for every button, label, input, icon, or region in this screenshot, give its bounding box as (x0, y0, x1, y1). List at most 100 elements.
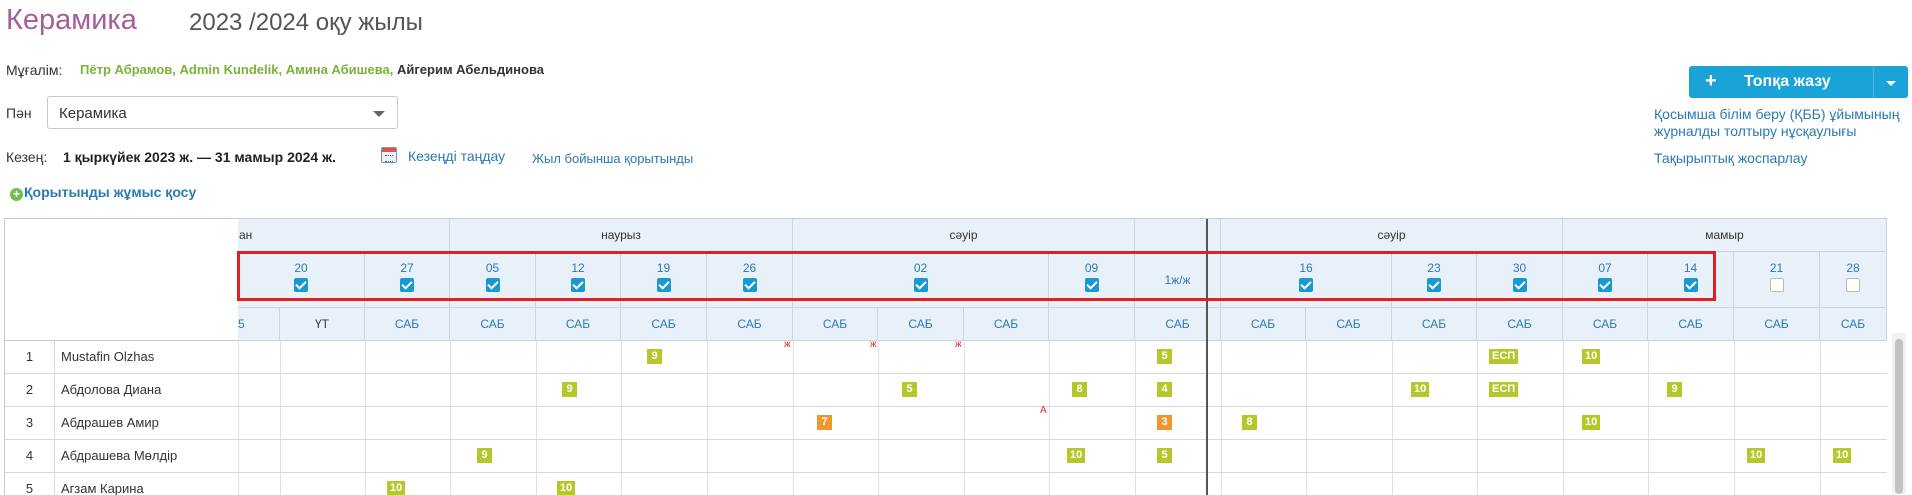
vertical-scrollbar[interactable] (1892, 333, 1906, 494)
grade-cell-border (1648, 473, 1649, 495)
date-checkbox[interactable] (485, 278, 500, 292)
date-header[interactable]: 21 (1734, 252, 1820, 307)
student-name[interactable]: Mustafin Olzhas (61, 349, 155, 364)
grade-badge[interactable]: 5 (1157, 448, 1172, 463)
row-number: 2 (5, 374, 55, 406)
date-header[interactable]: 23 (1392, 252, 1477, 307)
scrollbar-thumb[interactable] (1895, 339, 1903, 494)
grade-badge[interactable]: 10 (1747, 448, 1766, 463)
grade-badge[interactable]: 7 (817, 415, 832, 430)
lesson-type: САБ (1306, 308, 1392, 340)
date-checkbox[interactable] (1512, 278, 1527, 292)
date-checkbox[interactable] (400, 278, 414, 292)
grade-cell-border (1392, 473, 1393, 495)
grade-badge[interactable]: 9 (562, 382, 577, 397)
grade-badge[interactable]: ЕСП (1489, 382, 1519, 397)
grade-cell-border (280, 440, 281, 472)
year-summary-link[interactable]: Жыл бойынша қорытынды (532, 151, 694, 166)
grade-cell-border (878, 374, 879, 406)
caret-down-icon[interactable] (1886, 81, 1896, 86)
grade-badge[interactable]: 8 (1242, 415, 1257, 430)
date-label: 02 (913, 261, 928, 275)
select-period-link[interactable]: Кезеңді таңдау (408, 148, 506, 164)
date-checkbox[interactable] (1084, 278, 1099, 292)
date-checkbox[interactable] (1846, 278, 1860, 292)
date-checkbox[interactable] (294, 278, 308, 292)
date-header[interactable]: 05 (450, 252, 536, 307)
date-checkbox[interactable] (913, 278, 928, 292)
date-checkbox[interactable] (656, 278, 671, 292)
lesson-type: САБ (1221, 308, 1306, 340)
grade-badge[interactable]: 5 (902, 382, 917, 397)
date-checkbox[interactable] (1299, 278, 1313, 292)
grade-cell-border (707, 407, 708, 439)
date-header[interactable]: 07 (1563, 252, 1648, 307)
grade-cell-border (238, 341, 239, 373)
add-summary-work-link[interactable]: + Қорытынды жұмыс қосу (10, 184, 196, 201)
grade-badge[interactable]: 3 (1157, 415, 1172, 430)
grade-badge[interactable]: 4 (1157, 382, 1172, 397)
lesson-type: САБ (878, 308, 964, 340)
date-checkbox[interactable] (1683, 278, 1698, 292)
row-number: 5 (5, 473, 55, 495)
absence-mark: ж (784, 339, 791, 350)
grade-badge[interactable]: 9 (477, 448, 492, 463)
teacher-link[interactable]: Пётр Абрамов, (80, 62, 176, 77)
grade-cell-border (1734, 473, 1735, 495)
grade-badge[interactable]: 10 (1411, 382, 1430, 397)
date-header[interactable]: 30 (1477, 252, 1563, 307)
grade-badge[interactable]: 5 (1157, 349, 1172, 364)
grade-badge[interactable]: 10 (1582, 415, 1601, 430)
date-header[interactable]: 02 (793, 252, 1049, 307)
date-label: 16 (1299, 261, 1313, 275)
grade-cell-border (450, 407, 451, 439)
date-checkbox[interactable] (1769, 278, 1784, 292)
grade-badge[interactable]: 9 (1667, 382, 1682, 397)
student-name[interactable]: Абдолова Диана (61, 382, 162, 397)
grade-badge[interactable]: 9 (647, 349, 662, 364)
grade-badge[interactable]: 10 (1582, 349, 1601, 364)
grade-badge[interactable]: 10 (557, 481, 576, 495)
calendar-icon[interactable] (381, 147, 397, 163)
grade-cell-border (450, 473, 451, 495)
month-header: сәуір (1221, 219, 1563, 251)
date-header[interactable]: 26 (707, 252, 793, 307)
date-checkbox[interactable] (1427, 278, 1441, 292)
student-name[interactable]: Агзам Карина (61, 481, 144, 495)
add-to-group-button[interactable]: + Топқа жазу (1689, 66, 1908, 98)
date-checkbox[interactable] (1598, 278, 1612, 292)
teacher-link[interactable]: Admin Kundelik, (179, 62, 283, 77)
grade-badge[interactable]: 8 (1072, 382, 1087, 397)
date-header[interactable]: 27 (365, 252, 450, 307)
teacher-link[interactable]: Амина Абишева, (285, 62, 394, 77)
grade-badge[interactable]: 10 (1833, 448, 1852, 463)
date-header[interactable]: 16 (1221, 252, 1392, 307)
student-name[interactable]: Абдрашева Мөлдір (61, 448, 178, 463)
date-label: 23 (1427, 261, 1441, 275)
thematic-planning-link[interactable]: Тақырыптық жоспарлау (1654, 150, 1808, 166)
grade-cell-border (1648, 374, 1649, 406)
grade-badge[interactable]: 10 (1067, 448, 1086, 463)
grade-cell-border (1648, 407, 1649, 439)
date-header[interactable]: 09 (1049, 252, 1135, 307)
student-name[interactable]: Абдрашев Амир (61, 415, 159, 430)
grade-badge[interactable]: ЕСП (1489, 349, 1519, 364)
subject-select[interactable]: Керамика (47, 96, 398, 129)
date-header[interactable]: 20 (238, 252, 365, 307)
date-header[interactable]: 19 (621, 252, 707, 307)
date-header[interactable]: 28 (1820, 252, 1887, 307)
journal-guide-link[interactable]: Қосымша білім беру (ҚББ) ұйымының журнал… (1654, 106, 1900, 139)
date-header[interactable]: 14 (1648, 252, 1734, 307)
date-header[interactable]: 1ж/ж (1135, 252, 1221, 307)
grade-badge[interactable]: 10 (387, 481, 406, 495)
grade-cell-border (280, 473, 281, 495)
grade-cell-border (621, 407, 622, 439)
month-header: сәуір (793, 219, 1135, 251)
grade-cell-border (1820, 407, 1821, 439)
date-checkbox[interactable] (742, 278, 757, 292)
date-header[interactable]: 12 (536, 252, 621, 307)
lesson-type: 5 (238, 308, 280, 340)
date-checkbox[interactable] (571, 278, 585, 292)
grade-cell-border (1221, 473, 1222, 495)
grade-cell-border (793, 374, 794, 406)
